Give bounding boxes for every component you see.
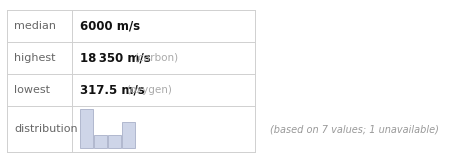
- Text: median: median: [14, 21, 56, 31]
- Text: (based on 7 values; 1 unavailable): (based on 7 values; 1 unavailable): [270, 124, 439, 134]
- Text: (oxygen): (oxygen): [126, 85, 172, 95]
- Text: (carbon): (carbon): [134, 53, 178, 63]
- Text: highest: highest: [14, 53, 56, 63]
- Bar: [94, 135, 107, 148]
- Text: 18 350 m/s: 18 350 m/s: [80, 52, 151, 64]
- Text: lowest: lowest: [14, 85, 50, 95]
- Text: 317.5 m/s: 317.5 m/s: [80, 83, 145, 97]
- Bar: [80, 109, 93, 148]
- Bar: [122, 122, 135, 148]
- Text: distribution: distribution: [14, 124, 78, 134]
- Text: 6000 m/s: 6000 m/s: [80, 19, 140, 33]
- Bar: [108, 135, 121, 148]
